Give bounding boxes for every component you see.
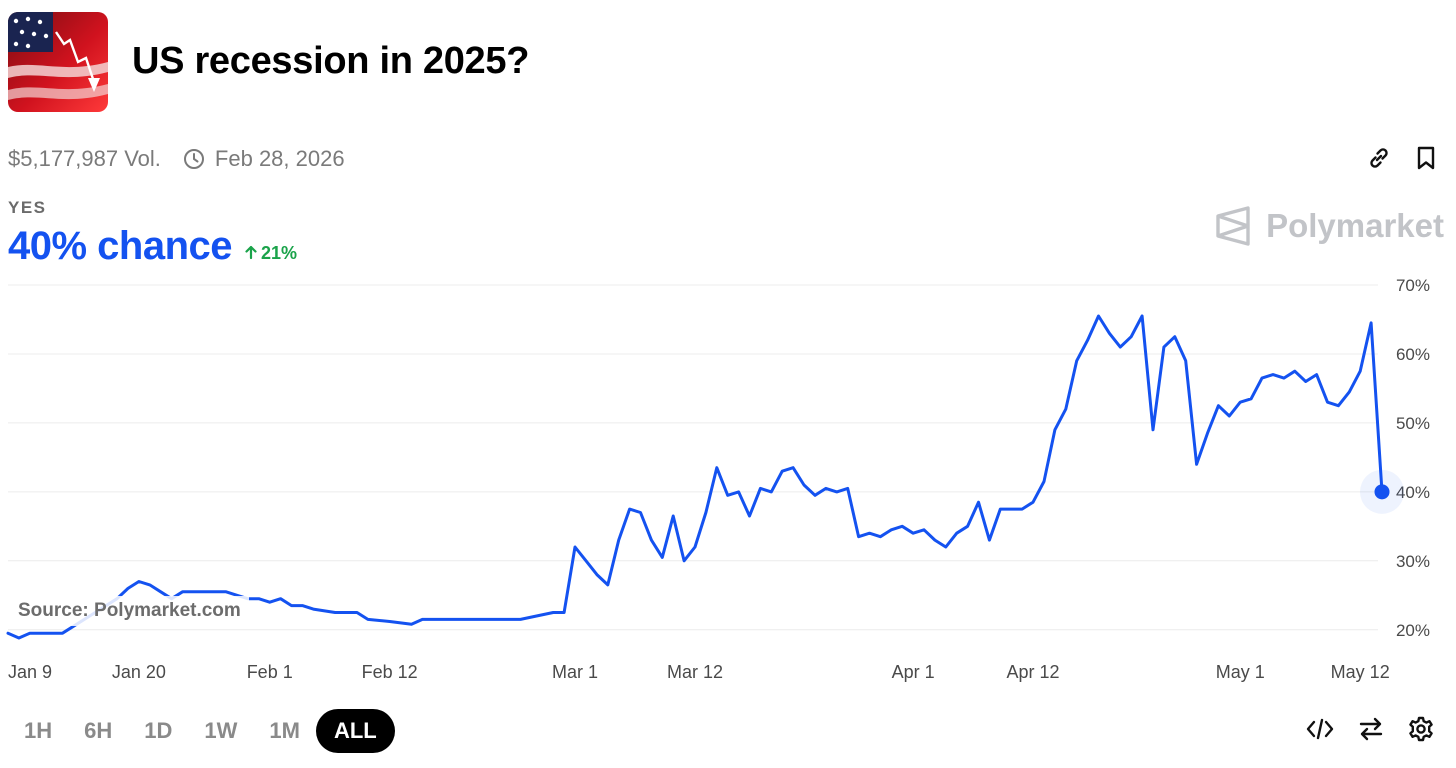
chance-row: 40% chance 21% (8, 224, 297, 269)
x-tick-label: May 1 (1216, 662, 1265, 682)
link-icon[interactable] (1366, 145, 1392, 171)
polymarket-logo-icon (1214, 206, 1252, 246)
x-tick-label: Mar 12 (667, 662, 723, 682)
market-meta: $5,177,987 Vol. Feb 28, 2026 (8, 146, 345, 172)
x-tick-label: Apr 1 (892, 662, 935, 682)
x-tick-label: Jan 20 (112, 662, 166, 682)
y-tick-label: 40% (1396, 483, 1430, 502)
source-label: Source: Polymarket.com (10, 596, 249, 626)
range-button-1h[interactable]: 1H (24, 718, 53, 743)
market-actions (1366, 145, 1438, 171)
x-tick-label: Feb 12 (362, 662, 418, 682)
brand-watermark: Polymarket (1214, 206, 1444, 246)
arrow-up-icon (245, 245, 257, 260)
x-axis: Jan 9 Jan 20 Feb 1 Feb 12 Mar 1 Mar 12 Apr 1 Ap… (8, 662, 1390, 682)
last-point-marker (1374, 484, 1390, 500)
chart-grid (8, 284, 1378, 631)
end-date-text: Feb 28, 2026 (214, 146, 345, 171)
y-tick-label: 20% (1396, 621, 1430, 640)
range-button-1d[interactable]: 1D (144, 718, 173, 743)
change-badge: 21% (244, 243, 297, 264)
x-tick-label: Mar 1 (552, 662, 598, 682)
x-tick-label: Feb 1 (247, 662, 293, 682)
market-title: US recession in 2025? (132, 40, 530, 82)
price-chart: 20% 30% 40% 50% 60% 70% Jan 9 Jan 20 Feb 1 Feb 1… (6, 276, 1430, 682)
bookmark-icon[interactable] (1414, 145, 1438, 171)
volume-text: $5,177,987 Vol. (8, 146, 161, 171)
y-tick-label: 60% (1396, 345, 1430, 364)
range-button-1w[interactable]: 1W (204, 718, 238, 743)
range-button-1m[interactable]: 1M (269, 718, 300, 743)
chance-value: 40% chance (8, 224, 233, 268)
y-tick-label: 50% (1396, 414, 1430, 433)
market-thumbnail (8, 12, 108, 112)
x-tick-label: May 12 (1331, 662, 1390, 682)
range-button-all[interactable]: ALL (315, 709, 395, 753)
brand-name: Polymarket (1266, 207, 1444, 244)
outcome-label: YES (8, 198, 47, 217)
y-axis: 20% 30% 40% 50% 60% 70% (1396, 276, 1430, 640)
y-tick-label: 30% (1396, 552, 1430, 571)
market-thumbnail-image (8, 12, 108, 112)
time-range-selector: 1H 6H 1D 1W 1M ALL (8, 709, 395, 753)
clock-icon (183, 148, 205, 170)
x-tick-label: Apr 12 (1007, 662, 1060, 682)
code-icon[interactable] (1306, 716, 1334, 742)
y-tick-label: 70% (1396, 276, 1430, 295)
chart-tools (1306, 716, 1434, 742)
gear-icon[interactable] (1408, 716, 1434, 742)
change-value: 21% (261, 243, 298, 263)
series-line-yes (6, 314, 1384, 640)
range-button-6h[interactable]: 6H (84, 718, 113, 743)
x-tick-label: Jan 9 (8, 662, 52, 682)
swap-icon[interactable] (1358, 716, 1384, 742)
